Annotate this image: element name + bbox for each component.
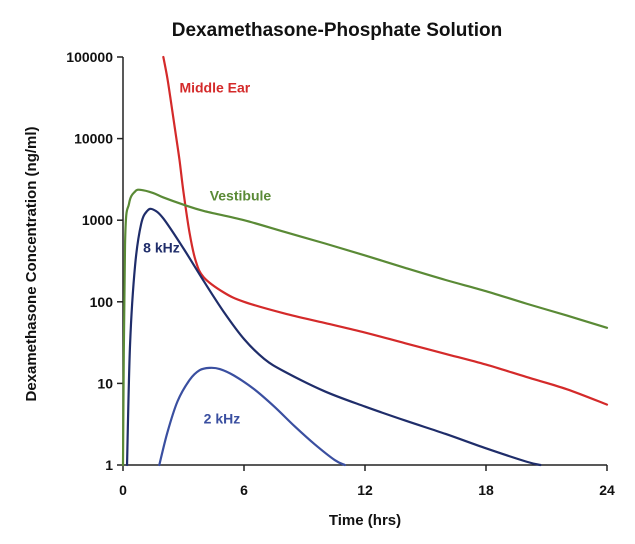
- axes: 1 10 100 1000 10000 100000 0 6 12 18 24: [66, 49, 615, 498]
- series-label-8-khz: 8 kHz: [143, 240, 180, 256]
- y-tick-label: 1: [105, 457, 113, 473]
- y-tick-label: 10: [97, 375, 113, 391]
- series-label-middle-ear: Middle Ear: [179, 80, 250, 96]
- x-axis-label: Time (hrs): [329, 512, 401, 529]
- y-tick-label: 1000: [82, 212, 113, 228]
- series-line-2-khz: [158, 366, 346, 467]
- y-axis-label: Dexamethasone Concentration (ng/ml): [23, 126, 40, 401]
- series-layer: [121, 55, 609, 467]
- x-tick-label: 18: [478, 482, 494, 498]
- y-tick-label: 100: [90, 294, 114, 310]
- series-label-vestibule: Vestibule: [210, 188, 272, 204]
- y-tick-label: 10000: [74, 131, 113, 147]
- chart-title: Dexamethasone-Phosphate Solution: [172, 20, 502, 41]
- series-line-vestibule: [121, 188, 609, 467]
- x-tick-label: 0: [119, 482, 127, 498]
- x-tick-label: 24: [599, 482, 615, 498]
- series-line-middle-ear: [162, 55, 609, 406]
- x-tick-label: 12: [357, 482, 373, 498]
- series-labels: Middle Ear Vestibule 8 kHz 2 kHz: [143, 80, 271, 427]
- series-label-2-khz: 2 kHz: [204, 411, 241, 427]
- y-tick-label: 100000: [66, 49, 113, 65]
- x-tick-label: 6: [240, 482, 248, 498]
- series-line-8-khz: [125, 207, 542, 467]
